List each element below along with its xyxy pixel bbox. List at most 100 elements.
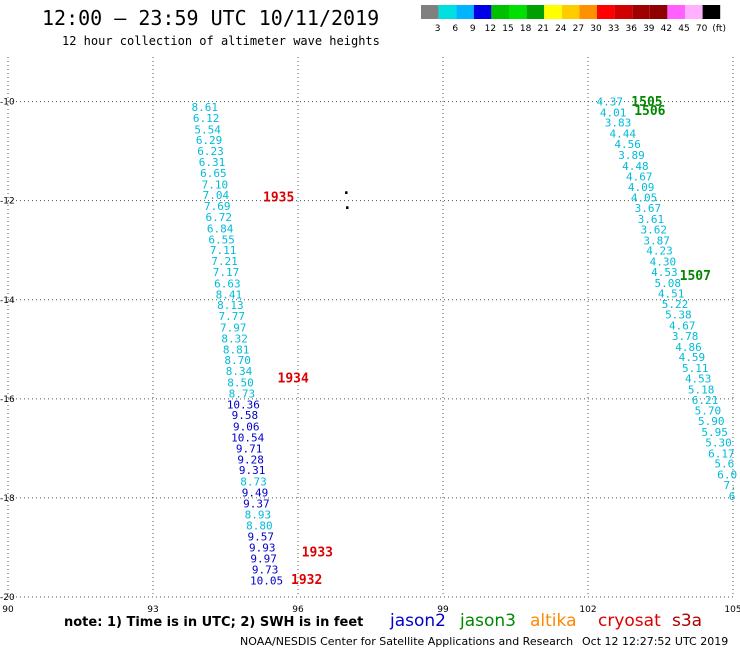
wave-height-label: 4.86: [675, 341, 702, 354]
colorbar-swatch: [438, 5, 457, 19]
colorbar-swatch: [614, 5, 633, 19]
wave-height-label: 7.97: [220, 321, 247, 334]
wave-height-label: 3.78: [672, 330, 699, 343]
wave-height-label: 4.59: [679, 351, 706, 364]
colorbar-label: 24: [555, 24, 567, 34]
wave-height-label: 6.23: [197, 145, 224, 158]
pass-time-label: 1935: [263, 191, 294, 206]
colorbar-swatch: [667, 5, 685, 19]
wave-height-label: 4.53: [685, 373, 712, 386]
wave-height-label: 6.65: [200, 167, 227, 180]
colorbar-label: 21: [537, 24, 548, 34]
wave-height-label: 6.55: [208, 233, 235, 246]
wave-height-label: 3.87: [643, 234, 670, 247]
colorbar-label: 33: [608, 24, 619, 34]
wave-height-label: 5.54: [194, 123, 221, 136]
wave-height-label: 5.95: [701, 426, 728, 439]
wave-height-label: 8.61: [191, 101, 218, 114]
colorbar-swatch: [456, 5, 474, 19]
colorbar-swatch: [526, 5, 545, 19]
y-tick-label: -10: [0, 98, 15, 108]
wave-height-label: 9.31: [239, 464, 266, 477]
pass-time-label: 1933: [302, 545, 333, 560]
wave-height-label: 6.12: [193, 112, 220, 125]
satellite-jason2: jason2: [389, 611, 446, 631]
satellite-cryosat: cryosat: [598, 611, 661, 631]
wave-height-label: 4.37: [597, 96, 624, 109]
wave-height-label: 3.83: [605, 116, 632, 129]
colorbar-label: 45: [678, 24, 689, 34]
footer-note: note: 1) Time is in UTC; 2) SWH is in fe…: [64, 615, 363, 630]
pass-time-label: 1505: [631, 95, 662, 110]
wave-height-label: 7.: [723, 479, 736, 492]
wave-height-label: 3.89: [618, 149, 645, 162]
wave-height-label: 7.77: [219, 310, 246, 323]
wave-height-label: 5.38: [665, 309, 692, 322]
wave-height-label: 8.73: [240, 476, 267, 489]
wave-height-values: 8.616.125.546.296.236.316.657.107.047.69…: [191, 96, 737, 588]
wave-height-label: 9.06: [233, 421, 260, 434]
wave-height-label: 4.30: [650, 256, 677, 269]
wave-height-label: 9.97: [250, 552, 277, 565]
colorbar-label: 9: [470, 24, 476, 34]
colorbar-swatch: [649, 5, 668, 19]
x-tick-label: 105: [724, 605, 740, 615]
colorbar-label: 15: [502, 24, 513, 34]
x-tick-label: 99: [437, 605, 449, 615]
wave-height-label: 6.63: [214, 277, 241, 290]
wave-height-label: 3.62: [640, 223, 667, 236]
map-grid: [7, 57, 734, 598]
island-marker: ·: [344, 186, 349, 202]
x-tick-label: 93: [147, 605, 158, 615]
colorbar-label: 18: [520, 24, 532, 34]
colorbar-label: 6: [452, 24, 458, 34]
axis-tick-labels: -10 -12 -14 -16 -18 -20 90 93 96 99 102 105: [0, 98, 740, 615]
wave-height-label: 8.41: [216, 288, 243, 301]
wave-height-label: 4.67: [669, 320, 696, 333]
pass-time-label: 1934: [278, 372, 309, 387]
wave-height-label: 6.72: [205, 211, 232, 224]
colorbar-label: 70: [696, 24, 708, 34]
wave-height-label: 9.58: [232, 409, 259, 422]
satellite-s3a: s3a: [672, 611, 702, 631]
wave-height-label: 9.37: [243, 497, 270, 510]
pass-time-label: 1507: [680, 269, 711, 284]
colorbar-swatch: [544, 5, 562, 19]
wave-height-label: 7.17: [213, 266, 240, 279]
colorbar-swatch: [597, 5, 615, 19]
wave-height-label: 4.67: [626, 170, 653, 183]
y-tick-label: -16: [0, 395, 15, 405]
wave-height-label: 9.73: [252, 563, 279, 576]
wave-height-label: 6.17: [708, 447, 735, 460]
wave-height-label: 6.31: [199, 156, 226, 169]
wave-height-label: 6: [729, 490, 736, 503]
wave-height-label: 4.09: [628, 181, 655, 194]
wave-height-label: 8.93: [245, 508, 272, 521]
colorbar-swatch: [421, 5, 439, 19]
wave-height-label: 4.56: [614, 138, 641, 151]
island-marker: ·: [345, 201, 350, 217]
wave-height-label: 8.70: [224, 354, 251, 367]
satellite-jason3: jason3: [459, 611, 516, 631]
wave-height-label: 8.81: [223, 343, 250, 356]
wave-height-label: 4.23: [646, 245, 673, 258]
wave-height-label: 6.84: [207, 222, 234, 235]
colorbar-swatch: [579, 5, 597, 19]
wave-height-label: 5.18: [688, 383, 715, 396]
wave-height-label: 4.44: [610, 127, 637, 140]
wave-height-label: 6.21: [692, 394, 719, 407]
colorbar-swatch: [491, 5, 509, 19]
wave-height-label: 8.34: [226, 365, 253, 378]
x-tick-label: 96: [292, 605, 304, 615]
page-subtitle: 12 hour collection of altimeter wave hei…: [62, 34, 380, 48]
wave-height-label: 5.30: [705, 436, 732, 449]
wave-height-label: 4.01: [600, 106, 627, 119]
generation-timestamp: Oct 12 12:27:52 UTC 2019: [582, 635, 728, 648]
colorbar-swatch: [473, 5, 492, 19]
color-scale-legend: 3 6 9 12 15 18 21 24 27 30 33 36 39 42 45 70 (ft): [421, 5, 726, 34]
colorbar-swatch: [685, 5, 703, 19]
y-tick-label: -20: [0, 593, 15, 603]
